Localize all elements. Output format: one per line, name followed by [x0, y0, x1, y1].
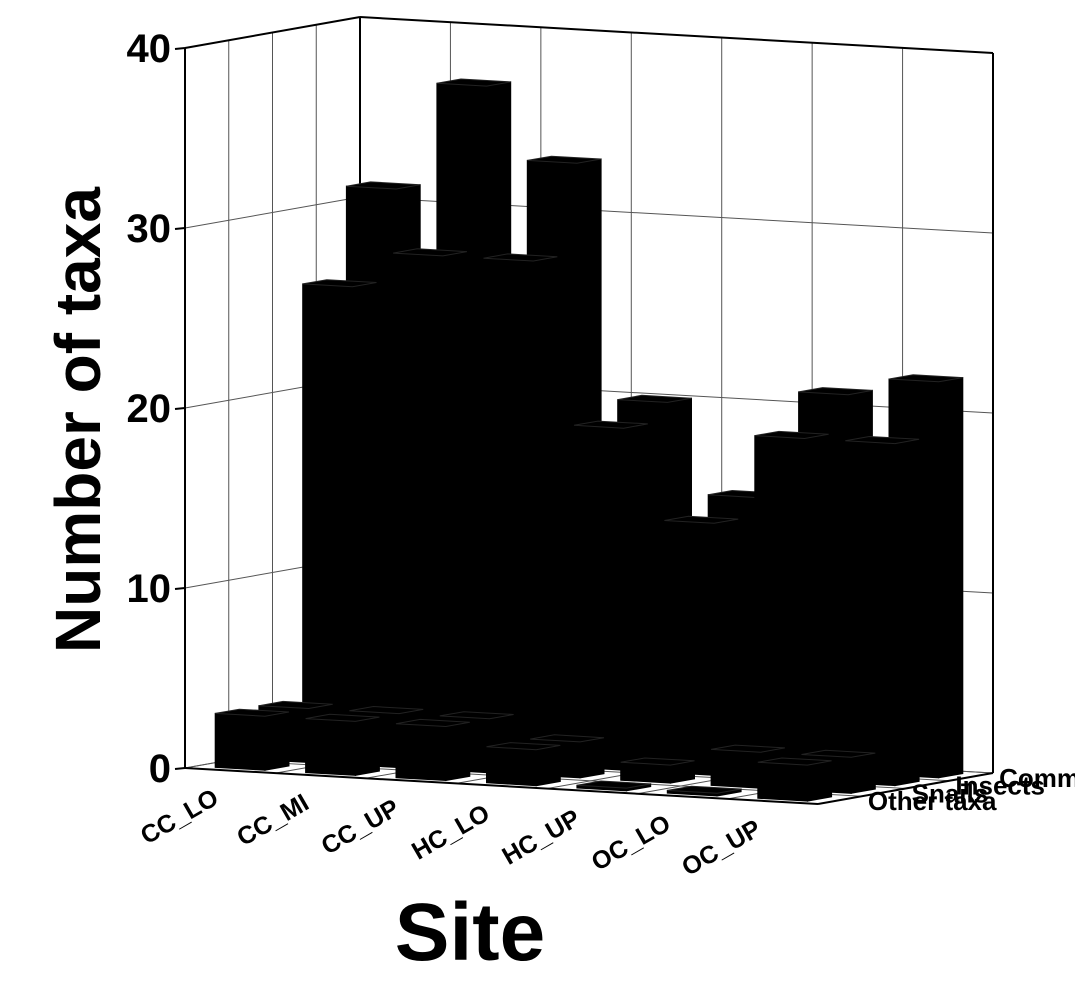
bar-top-face [801, 749, 876, 758]
y-tick-label: 30 [127, 207, 172, 251]
y-tick-mark [174, 587, 186, 590]
bar [305, 713, 380, 776]
y-axis-title: Number of taxa [42, 187, 114, 653]
bar-top-face [617, 394, 692, 403]
x-category-label: OC_LO [587, 809, 676, 876]
bar [757, 757, 833, 802]
bar [486, 742, 561, 787]
bar-front-face [392, 252, 444, 761]
bar-side-face [579, 737, 605, 779]
x-axis-line [184, 767, 819, 805]
y-tick-mark [174, 767, 186, 770]
bar-top-face [439, 711, 514, 720]
bar-side-face [713, 518, 739, 776]
x-axis-title: Site [395, 887, 545, 978]
bar-front-face [302, 283, 353, 756]
bar-top-face [754, 430, 829, 440]
y-tick-label: 40 [127, 27, 172, 71]
top-edge-line [184, 16, 361, 49]
bar-front-face [573, 424, 625, 771]
bar-top-face [620, 757, 695, 766]
y-tick-mark [174, 407, 186, 410]
bar [844, 435, 920, 787]
bar-side-face [445, 721, 471, 782]
x-category-label: CC_MI [232, 789, 313, 852]
bar-side-face [351, 281, 377, 756]
bar [214, 708, 290, 771]
series-label: Other taxa [868, 786, 997, 816]
y-tick-mark [174, 47, 186, 50]
bar-front-face [395, 723, 447, 782]
bar-side-face [804, 433, 830, 782]
bar-top-face [798, 387, 873, 396]
bar [395, 718, 471, 782]
bar-top-face [530, 734, 605, 743]
bar-top-face [576, 780, 651, 789]
bar [620, 757, 695, 784]
bar-side-face [535, 744, 561, 787]
bar-top-face [888, 374, 963, 383]
bar-top-face [667, 785, 742, 794]
bar-side-face [264, 711, 290, 771]
bar-front-face [305, 718, 356, 776]
bar-top-face [436, 78, 511, 87]
bar [302, 279, 377, 756]
bar-top-face [486, 742, 561, 751]
bar [483, 253, 558, 766]
x-category-label: HC_UP [498, 804, 585, 871]
bar-top-face [395, 718, 470, 728]
bar-side-face [807, 760, 833, 802]
bar-top-face [215, 708, 290, 717]
bar-top-face [711, 744, 785, 753]
x-category-label: CC_UP [317, 794, 404, 861]
bar-side-face [354, 716, 380, 776]
bar-top-face [573, 420, 648, 429]
bar-front-face [710, 748, 762, 789]
bar-front-face [757, 761, 808, 802]
bar [573, 420, 649, 771]
y-tick-mark [174, 227, 186, 230]
bar-top-face [346, 181, 421, 190]
bar [754, 430, 830, 782]
bar [392, 248, 468, 761]
bar-top-face [483, 253, 558, 262]
bar-top-face [757, 757, 832, 766]
top-back-edge-line [359, 16, 994, 54]
bar [576, 780, 652, 792]
bar [666, 785, 742, 797]
bar [663, 515, 739, 776]
x-category-label: CC_LO [136, 784, 223, 851]
bar-front-face [620, 761, 671, 784]
x-category-label: OC_UP [677, 814, 766, 881]
bar-front-face [486, 746, 537, 787]
series-label: Insects [955, 771, 1045, 801]
bar-top-face [305, 713, 380, 722]
x-category-label: HC_LO [407, 799, 494, 866]
series-label: Community [999, 763, 1075, 793]
bar-top-face [527, 155, 602, 164]
bar-top-face [664, 515, 739, 524]
bar-front-face [214, 712, 266, 771]
bar-top-face [349, 705, 424, 715]
y-tick-label: 10 [127, 567, 172, 611]
bar-side-face [442, 251, 468, 761]
bar-front-face [844, 440, 896, 787]
bar-side-face [532, 256, 558, 766]
depth-axis-line [817, 772, 994, 805]
bar-top-face [302, 279, 377, 288]
bar-top-face [393, 248, 467, 257]
series-label: Snails [912, 778, 989, 808]
bar-top-face [845, 435, 920, 445]
bar-side-face [938, 377, 964, 779]
bar-front-face [483, 257, 534, 766]
y-tick-label: 0 [149, 747, 171, 791]
bars-layer [214, 78, 964, 802]
bar-side-face [623, 423, 649, 771]
bar-top-face [258, 700, 333, 710]
bar-side-face [894, 438, 920, 787]
bar-front-face [754, 435, 806, 782]
bar-front-face [663, 519, 715, 776]
y-tick-label: 20 [127, 387, 172, 431]
